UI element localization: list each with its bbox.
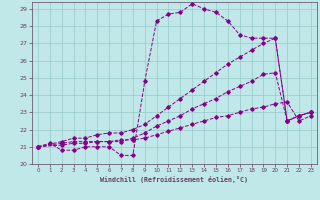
X-axis label: Windchill (Refroidissement éolien,°C): Windchill (Refroidissement éolien,°C) <box>100 176 248 183</box>
